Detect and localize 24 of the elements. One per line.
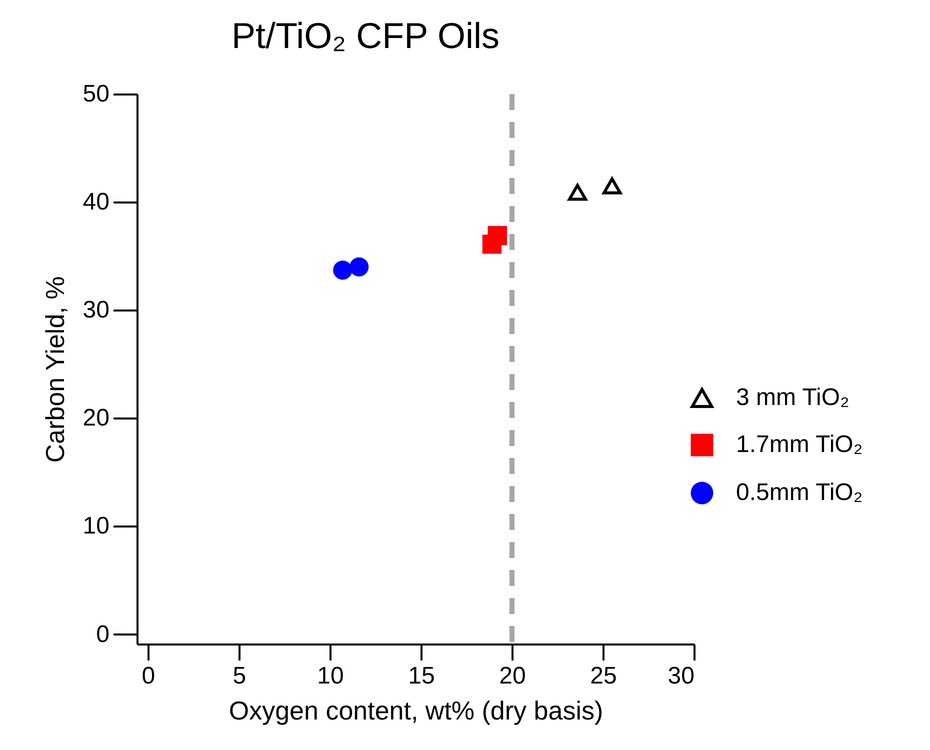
point	[602, 177, 622, 194]
x-tick-label: 30	[668, 662, 694, 690]
point	[333, 260, 352, 280]
x-tick-label: 10	[317, 662, 344, 690]
y-tick-label: 0	[96, 620, 110, 648]
x-tick-label: 5	[232, 662, 246, 690]
x-tick-label: 20	[499, 662, 526, 690]
y-tick-label: 10	[82, 512, 110, 540]
x-tick-label: 25	[590, 662, 617, 690]
y-axis-title: Carbon Yield, %	[40, 276, 70, 463]
legend-label: 1.7mm TiO₂	[736, 431, 863, 458]
y-tick-label: 30	[82, 296, 110, 324]
legend-label: 0.5mm TiO₂	[736, 479, 863, 506]
x-tick-label: 0	[142, 662, 156, 690]
point	[350, 257, 369, 276]
x-axis-title: Oxygen content, wt% (dry basis)	[228, 696, 604, 726]
x-tick-label: 15	[408, 662, 435, 690]
chart-title: Pt/TiO₂ CFP Oils	[232, 15, 500, 56]
point	[568, 184, 588, 201]
point	[488, 226, 507, 246]
y-tick-label: 20	[82, 404, 110, 432]
legend-label: 3 mm TiO₂	[736, 384, 850, 411]
y-tick-label: 40	[82, 188, 110, 216]
y-tick-label: 50	[82, 80, 110, 108]
